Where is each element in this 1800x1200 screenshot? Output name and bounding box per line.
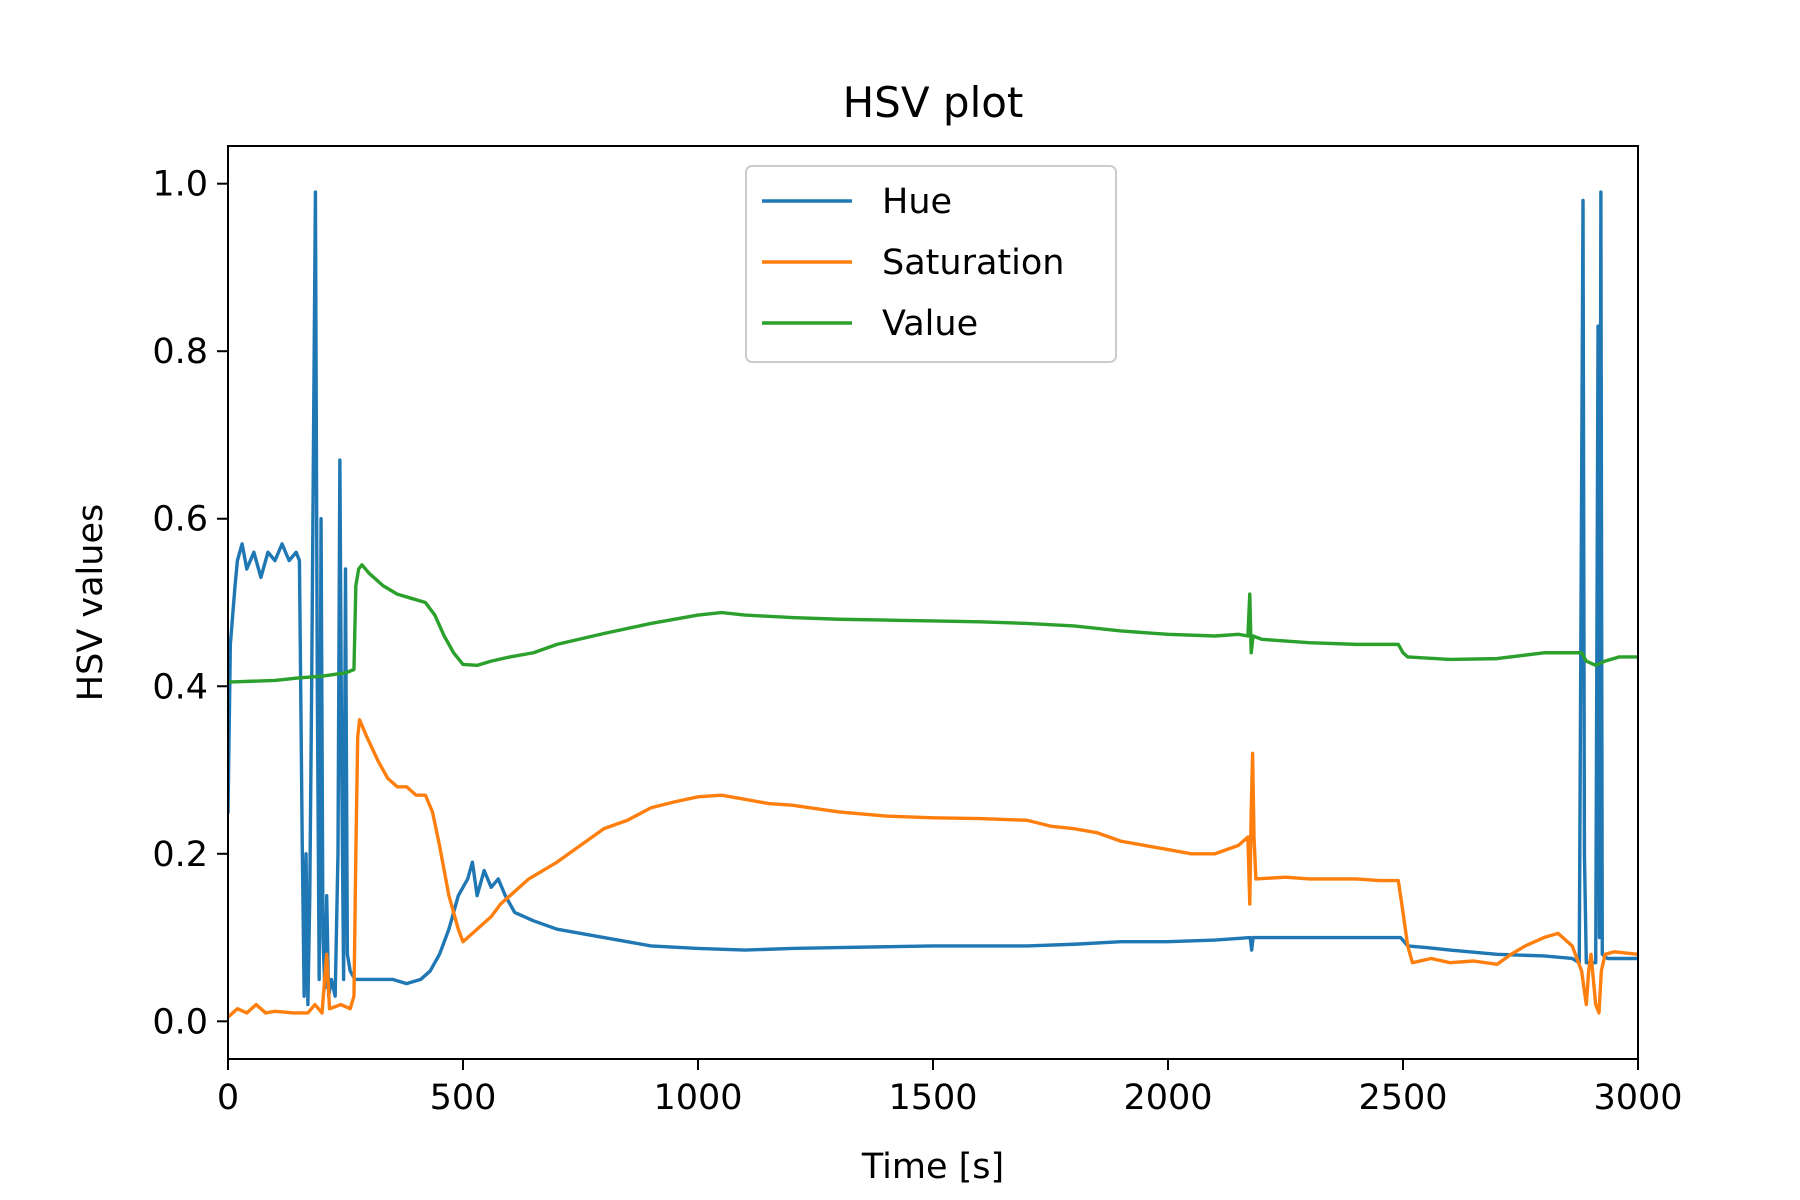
- x-axis: 0 500 1000 1500 2000 2500 3000: [217, 1059, 1683, 1118]
- y-tick-label: 0.8: [152, 332, 208, 372]
- x-tick-label: 1000: [653, 1078, 742, 1118]
- y-tick-label: 0.2: [152, 835, 208, 875]
- y-axis: 0.0 0.2 0.4 0.6 0.8 1.0: [152, 165, 228, 1042]
- y-axis-title: HSV values: [71, 504, 111, 701]
- x-tick-label: 3000: [1593, 1078, 1682, 1118]
- x-tick-label: 1500: [888, 1078, 977, 1118]
- x-tick-label: 2500: [1358, 1078, 1447, 1118]
- y-tick-label: 0.4: [152, 667, 208, 707]
- chart-title: HSV plot: [843, 78, 1024, 127]
- y-tick-label: 0.6: [152, 500, 208, 540]
- legend-label-hue: Hue: [882, 182, 952, 222]
- legend-label-saturation: Saturation: [882, 243, 1064, 283]
- plot-area: [228, 190, 1638, 1020]
- y-tick-label: 0.0: [152, 1002, 208, 1042]
- x-axis-title: Time [s]: [861, 1147, 1004, 1187]
- series-line-value: [228, 563, 1638, 684]
- series-line-hue: [228, 190, 1638, 1007]
- plot-frame: [227, 145, 1639, 1060]
- legend-label-value: Value: [882, 304, 978, 344]
- x-tick-label: 2000: [1123, 1078, 1212, 1118]
- legend-box: [745, 165, 1117, 363]
- legend: Hue Saturation Value: [745, 165, 1117, 363]
- y-tick-label: 1.0: [152, 165, 208, 205]
- x-tick-label: 500: [430, 1078, 497, 1118]
- series-line-saturation: [228, 718, 1638, 1020]
- x-tick-label: 0: [217, 1078, 239, 1118]
